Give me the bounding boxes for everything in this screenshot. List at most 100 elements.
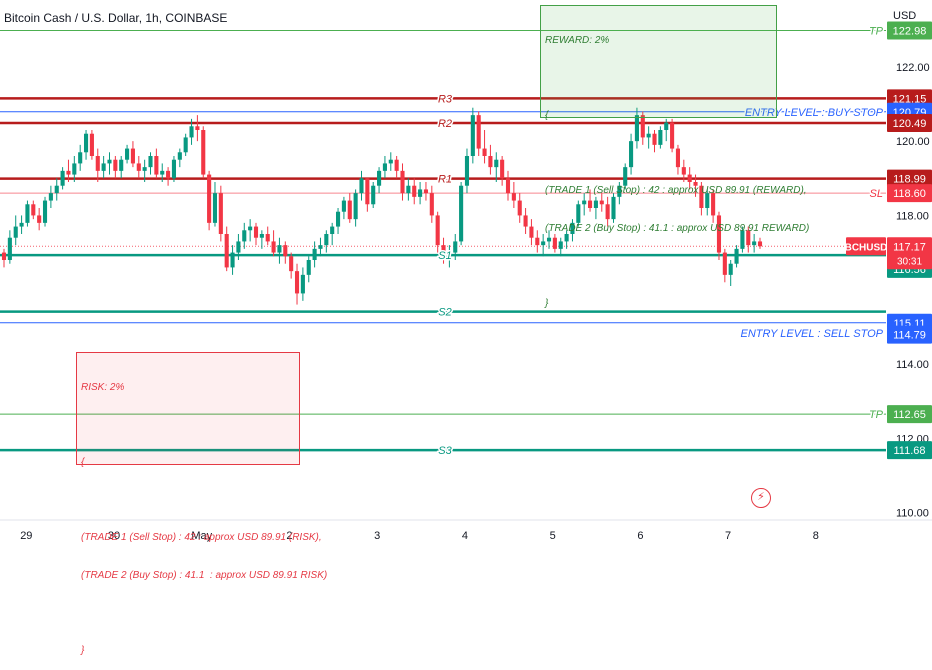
candle-body bbox=[54, 185, 59, 194]
reward-annotation[interactable]: REWARD: 2% { (TRADE 1 (Sell Stop) : 42 :… bbox=[540, 5, 809, 309]
candle-body bbox=[429, 193, 434, 216]
candle-body bbox=[470, 115, 475, 156]
candle-body bbox=[623, 167, 628, 186]
candle-body bbox=[300, 274, 305, 294]
candle-body bbox=[570, 222, 575, 234]
level-label: SL bbox=[870, 188, 883, 200]
candle-body bbox=[634, 115, 639, 142]
candle-body bbox=[265, 234, 270, 242]
price-badge: 111.68 bbox=[893, 445, 925, 457]
candle-body bbox=[31, 204, 36, 216]
price-badge: 118.99 bbox=[893, 174, 926, 186]
candle-body bbox=[476, 115, 481, 149]
candle-body bbox=[242, 230, 247, 242]
price-badge-bg bbox=[887, 441, 932, 460]
candle-body bbox=[283, 245, 288, 257]
time-tick-label: 5 bbox=[550, 530, 556, 542]
candle-body bbox=[752, 241, 757, 246]
price-tick-label: 110.00 bbox=[896, 508, 929, 520]
candle-body bbox=[535, 237, 540, 246]
candle-body bbox=[72, 163, 77, 175]
candle-body bbox=[89, 133, 94, 156]
candle-body bbox=[119, 159, 124, 171]
candle-body bbox=[394, 159, 399, 171]
candle-body bbox=[418, 189, 423, 197]
risk-annotation[interactable]: RISK: 2% { (TRADE 1 (Sell Stop) : 42 : a… bbox=[76, 352, 327, 656]
candle-body bbox=[505, 178, 511, 194]
candle-body bbox=[248, 226, 253, 231]
candle-body bbox=[670, 122, 675, 149]
candle-body bbox=[335, 211, 341, 227]
candle-body bbox=[259, 234, 264, 238]
candle-body bbox=[253, 226, 259, 238]
level-label: ENTRY LEVEL : SELL STOP bbox=[741, 328, 884, 340]
risk-line bbox=[81, 420, 295, 433]
risk-line: (TRADE 2 (Buy Stop) : 41.1 : approx USD … bbox=[81, 569, 328, 581]
price-badge-bg bbox=[887, 325, 932, 344]
candle-body bbox=[166, 170, 171, 179]
price-axis[interactable]: 122.00120.00118.00114.00112.00110.00122.… bbox=[845, 0, 932, 550]
level-label: TP bbox=[869, 25, 884, 37]
reward-line: (TRADE 1 (Sell Stop) : 42 : approx USD 8… bbox=[545, 185, 807, 196]
candle-body bbox=[488, 156, 493, 168]
candle-body bbox=[681, 167, 686, 175]
time-tick-label: 6 bbox=[637, 530, 643, 542]
candle-body bbox=[482, 148, 487, 156]
price-badge: 114.79 bbox=[893, 330, 926, 342]
candle-body bbox=[60, 170, 65, 186]
candle-body bbox=[306, 260, 311, 275]
candle-body bbox=[646, 133, 651, 138]
price-tick-label: 118.00 bbox=[896, 210, 929, 222]
candle-body bbox=[201, 130, 206, 175]
candle-body bbox=[423, 189, 429, 194]
time-tick-label: 29 bbox=[20, 530, 32, 542]
level-label: S3 bbox=[438, 445, 452, 457]
candle-body bbox=[693, 182, 698, 186]
candle-body bbox=[716, 215, 722, 253]
candle-body bbox=[377, 170, 382, 186]
candle-body bbox=[371, 185, 376, 205]
candle-body bbox=[359, 178, 364, 194]
candle-body bbox=[195, 126, 200, 130]
candle-body bbox=[412, 185, 417, 197]
level-label: TP bbox=[869, 409, 884, 421]
time-tick-label: May bbox=[191, 530, 212, 542]
candle-body bbox=[511, 193, 516, 201]
candle-body bbox=[746, 230, 751, 246]
candle-body bbox=[218, 193, 223, 234]
candle-body bbox=[435, 215, 440, 246]
currency-label: USD bbox=[893, 10, 917, 22]
candle-body bbox=[652, 133, 657, 145]
candle-body bbox=[617, 185, 622, 197]
candle-body bbox=[13, 226, 18, 238]
candle-body bbox=[66, 170, 71, 175]
candle-body bbox=[341, 200, 346, 212]
time-axis[interactable]: 29 30 May 2 3 4 5 6 7 8 bbox=[0, 519, 932, 542]
reward-line: } bbox=[545, 297, 549, 309]
candle-body bbox=[582, 200, 587, 205]
candle-body bbox=[658, 130, 663, 145]
price-badge-bg bbox=[887, 21, 932, 40]
candle-body bbox=[189, 126, 194, 138]
price-badge: 120.49 bbox=[893, 118, 927, 130]
level-labels: TP R3 ENTRY LEVEL : BUY STOP R2 R1 SL S1 S2 ENTR… bbox=[436, 24, 885, 459]
candle-body bbox=[154, 156, 159, 175]
candle-body bbox=[289, 256, 294, 272]
time-tick-label: 30 bbox=[108, 530, 120, 542]
candle-body bbox=[558, 241, 563, 249]
candle-body bbox=[722, 252, 727, 275]
candle-body bbox=[576, 204, 581, 223]
candle-body bbox=[740, 230, 745, 249]
candle-body bbox=[529, 226, 534, 238]
risk-line: RISK: 2% bbox=[81, 382, 125, 393]
lightning-bolt-icon[interactable]: ⚡ bbox=[751, 488, 771, 508]
candle-body bbox=[734, 248, 739, 264]
reward-line: (TRADE 2 (Buy Stop) : 41.1 : approx USD … bbox=[545, 222, 810, 234]
reward-line: { bbox=[545, 110, 549, 121]
candle-body bbox=[42, 200, 48, 223]
price-chart[interactable]: TP R3 ENTRY LEVEL : BUY STOP R2 R1 SL S1 S2 ENTR… bbox=[0, 0, 932, 550]
candle-body bbox=[687, 174, 692, 182]
reward-line bbox=[545, 260, 772, 273]
candle-body bbox=[142, 167, 147, 171]
current-price-badge: 117.17 bbox=[893, 241, 926, 253]
